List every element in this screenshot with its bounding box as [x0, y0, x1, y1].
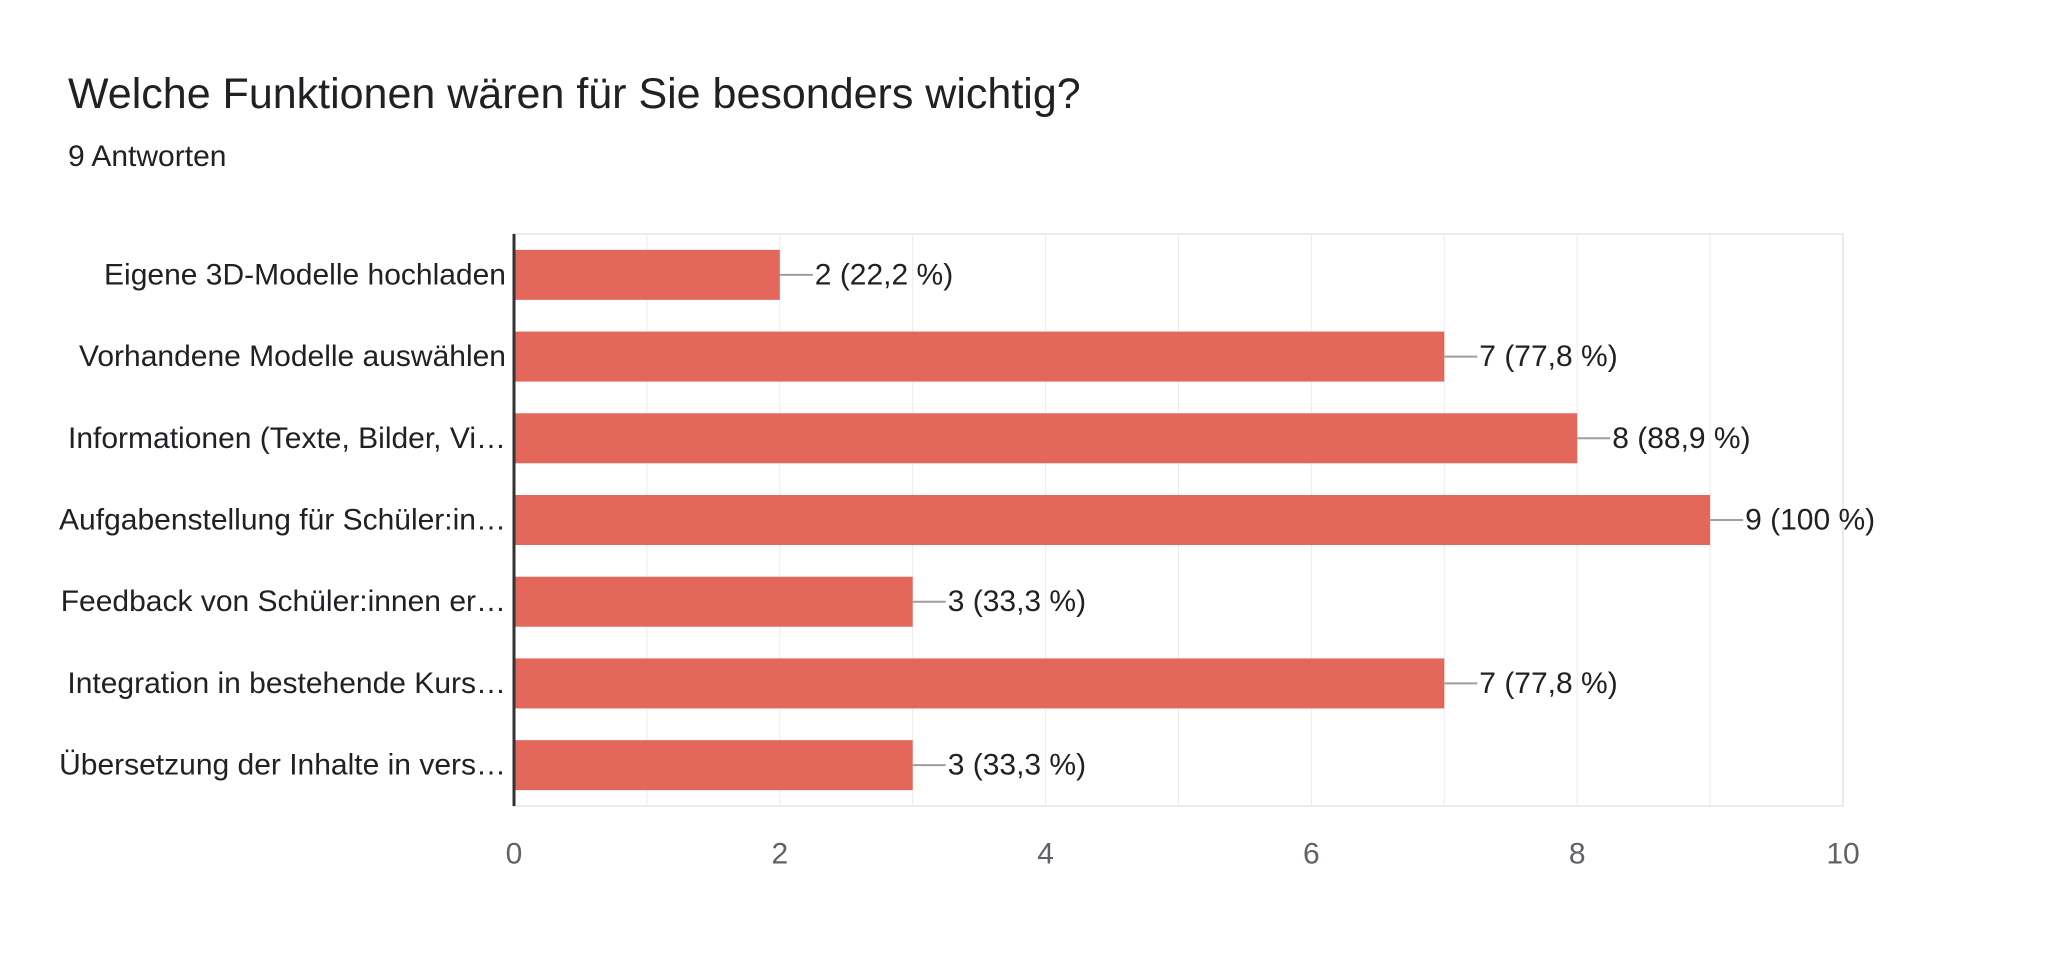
- question-title: Welche Funktionen wären für Sie besonder…: [68, 70, 1081, 118]
- bar: [514, 740, 913, 791]
- bar: [514, 495, 1711, 545]
- category-label: Aufgabenstellung für Schüler:in…: [59, 504, 506, 537]
- data-label: 7 (77,8 %): [1479, 340, 1617, 373]
- category-label: Vorhandene Modelle auswählen: [79, 340, 506, 373]
- bar: [514, 658, 1445, 709]
- bar: [514, 576, 913, 627]
- x-tick-label: 6: [1303, 838, 1320, 871]
- data-label: 7 (77,8 %): [1479, 667, 1617, 700]
- bar: [514, 249, 780, 300]
- x-tick-label: 0: [506, 838, 523, 871]
- bar: [514, 331, 1445, 382]
- category-label: Integration in bestehende Kurs…: [67, 667, 506, 700]
- data-label: 2 (22,2 %): [815, 258, 953, 291]
- x-tick-label: 8: [1569, 838, 1586, 871]
- category-label: Eigene 3D-Modelle hochladen: [104, 258, 506, 291]
- x-tick-label: 4: [1037, 838, 1054, 871]
- data-label: 3 (33,3 %): [948, 749, 1086, 782]
- data-label: 9 (100 %): [1745, 504, 1875, 537]
- category-label: Informationen (Texte, Bilder, Vi…: [68, 422, 506, 455]
- data-label: 8 (88,9 %): [1612, 422, 1750, 455]
- category-label: Feedback von Schüler:innen er…: [61, 585, 506, 618]
- x-tick-label: 10: [1826, 838, 1859, 871]
- x-tick-label: 2: [771, 838, 788, 871]
- data-label: 3 (33,3 %): [948, 585, 1086, 618]
- bar: [514, 413, 1578, 464]
- category-label: Übersetzung der Inhalte in vers…: [59, 749, 506, 782]
- response-count: 9 Antworten: [68, 140, 227, 173]
